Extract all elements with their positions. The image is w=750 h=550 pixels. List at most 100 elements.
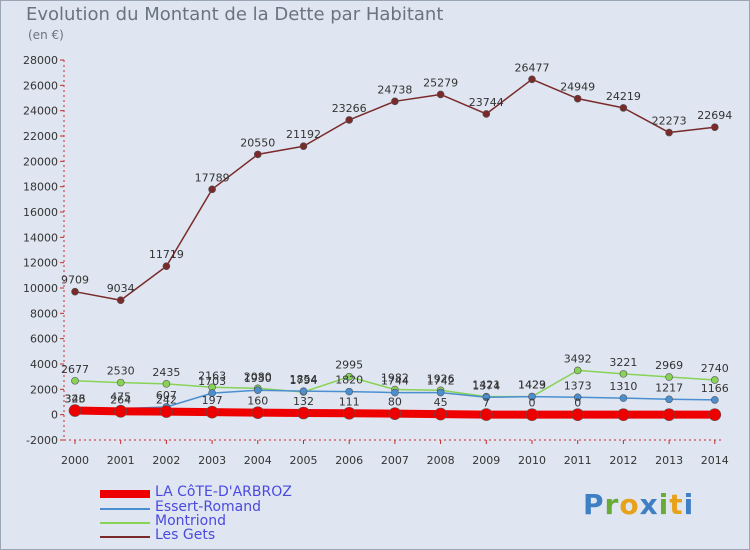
- data-point: [345, 387, 354, 396]
- data-label: 160: [247, 395, 268, 408]
- data-point: [436, 90, 445, 99]
- data-label: 9709: [61, 274, 89, 287]
- x-tick-label: 2011: [564, 454, 592, 467]
- data-label: 1217: [655, 381, 683, 394]
- data-point: [162, 262, 171, 271]
- data-label: 242: [156, 394, 177, 407]
- data-point: [208, 389, 216, 397]
- legend-swatch-essert-romand: [100, 508, 150, 510]
- data-point: [253, 386, 262, 395]
- y-tick-label: 6000: [30, 333, 58, 346]
- x-tick-label: 2004: [244, 454, 272, 467]
- y-tick-label: -2000: [26, 434, 58, 447]
- data-point: [619, 394, 628, 402]
- data-point: [528, 75, 536, 84]
- series-line-3: [74, 78, 715, 301]
- x-tick-label: 2012: [609, 454, 637, 467]
- data-label: 2530: [107, 365, 135, 378]
- y-tick-label: 16000: [23, 206, 58, 219]
- data-point: [434, 407, 447, 421]
- y-tick-label: 28000: [23, 54, 58, 67]
- data-point: [708, 408, 722, 421]
- data-label: 1820: [335, 374, 363, 387]
- data-label: 25279: [423, 76, 458, 89]
- data-point: [391, 97, 399, 106]
- data-label: 24949: [560, 81, 595, 94]
- x-tick-label: 2000: [61, 454, 89, 467]
- data-point: [482, 393, 491, 402]
- data-point: [251, 406, 265, 419]
- data-label: 2163: [198, 369, 226, 382]
- data-label: 3221: [609, 356, 637, 369]
- x-tick-label: 2010: [518, 454, 546, 467]
- data-point: [525, 408, 539, 421]
- legend-label-les-gets: Les Gets: [155, 527, 216, 543]
- data-point: [662, 408, 676, 421]
- data-label: 1703: [198, 375, 226, 388]
- data-label: 1794: [290, 374, 318, 387]
- data-label: 20550: [240, 136, 275, 149]
- x-tick-label: 2002: [152, 454, 180, 467]
- data-label: 1429: [518, 379, 546, 392]
- data-label: 1423: [518, 379, 546, 392]
- x-tick-label: 2003: [198, 454, 226, 467]
- x-tick-label: 2014: [701, 454, 729, 467]
- data-point: [71, 376, 79, 385]
- data-point: [160, 405, 173, 418]
- data-point: [617, 408, 630, 421]
- data-point: [342, 406, 356, 420]
- y-tick-label: 4000: [30, 358, 58, 371]
- y-tick-label: 2000: [30, 383, 58, 396]
- legend-label-la-cote-d-arbroz: LA CôTE-D'ARBROZ: [155, 484, 292, 500]
- data-label: 1373: [564, 379, 592, 392]
- legend-swatch-les-gets: [100, 536, 150, 538]
- data-point: [345, 372, 354, 381]
- data-label: 2969: [655, 359, 683, 372]
- data-label: 7: [483, 397, 490, 410]
- data-label: 2677: [61, 363, 89, 376]
- data-label: 111: [339, 395, 360, 408]
- data-point: [299, 142, 308, 151]
- data-label: 1166: [701, 382, 729, 395]
- data-point: [665, 128, 673, 137]
- y-tick-label: 24000: [23, 105, 58, 118]
- data-point: [299, 387, 308, 395]
- data-point: [528, 392, 536, 401]
- data-point: [391, 388, 399, 397]
- y-tick-label: 14000: [23, 231, 58, 244]
- data-point: [710, 396, 719, 404]
- chart-subtitle: (en €): [28, 28, 64, 42]
- data-point: [208, 185, 216, 194]
- x-tick-label: 2009: [472, 454, 500, 467]
- data-label: 24219: [606, 90, 641, 103]
- x-tick-label: 2007: [381, 454, 409, 467]
- data-point: [619, 370, 628, 378]
- data-label: 23744: [469, 96, 504, 109]
- data-point: [71, 287, 79, 296]
- data-point: [619, 104, 628, 112]
- data-label: 1374: [472, 379, 500, 392]
- x-tick-label: 2006: [335, 454, 363, 467]
- data-label: 22273: [652, 115, 687, 128]
- data-label: 17789: [195, 171, 230, 184]
- data-label: 343: [65, 392, 86, 405]
- data-label: 2740: [701, 362, 729, 375]
- data-label: 80: [388, 396, 402, 409]
- data-point: [436, 388, 445, 397]
- data-point: [205, 405, 219, 419]
- data-point: [116, 378, 125, 387]
- data-label: 1930: [244, 372, 272, 385]
- data-point: [114, 405, 127, 418]
- data-point: [710, 123, 719, 132]
- data-label: 1854: [290, 373, 318, 386]
- x-tick-label: 2013: [655, 454, 683, 467]
- y-tick-label: 10000: [23, 282, 58, 295]
- data-label: 22694: [697, 109, 732, 122]
- data-label: 21192: [286, 128, 321, 141]
- y-tick-label: 12000: [23, 257, 58, 270]
- data-label: 24738: [377, 83, 412, 96]
- y-tick-label: 0: [51, 409, 58, 422]
- data-point: [162, 380, 171, 388]
- data-point: [116, 296, 125, 305]
